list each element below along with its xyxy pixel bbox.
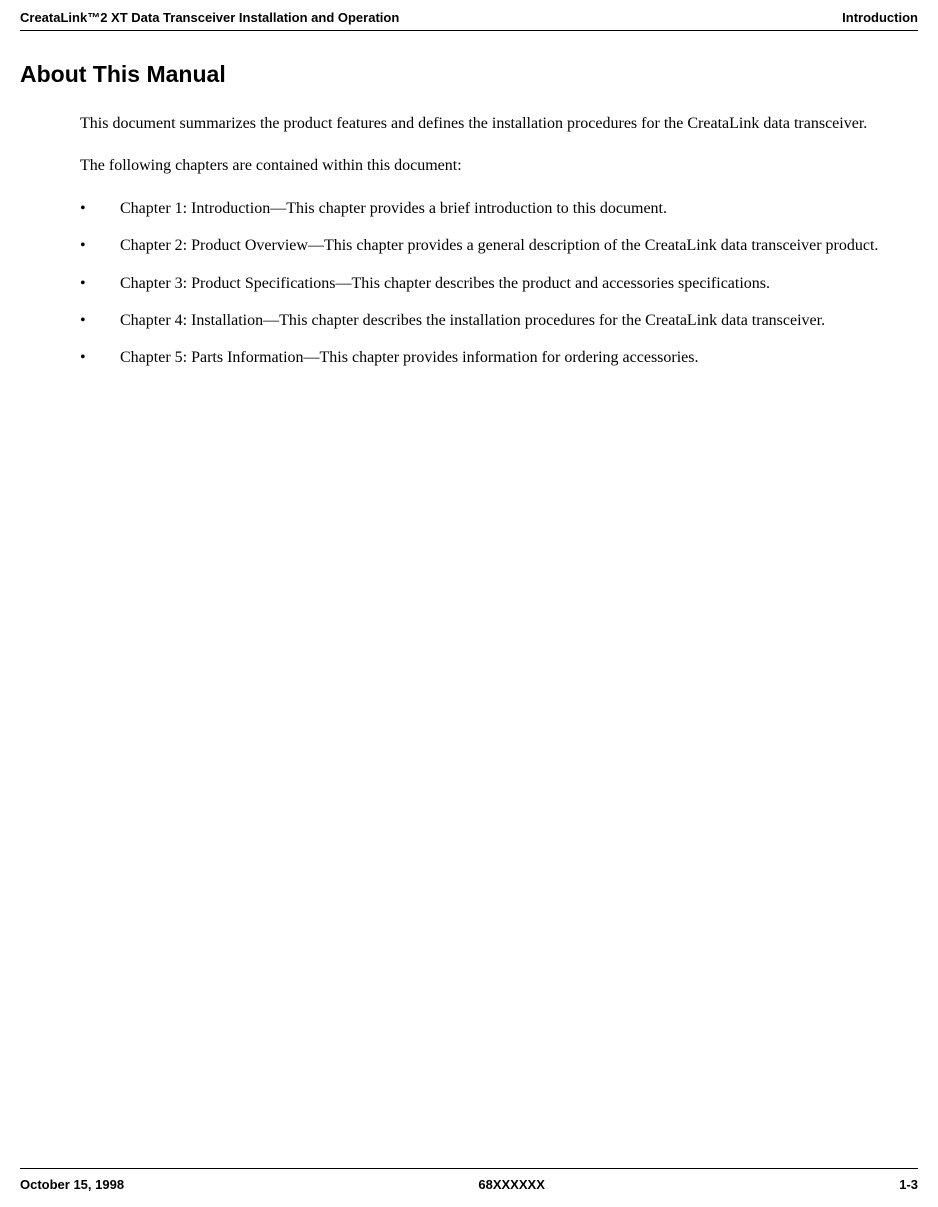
footer-docnum: 68XXXXXX bbox=[478, 1177, 545, 1192]
chapters-intro: The following chapters are contained wit… bbox=[80, 155, 898, 177]
main-heading: About This Manual bbox=[20, 61, 898, 88]
page-content: About This Manual This document summariz… bbox=[0, 31, 938, 370]
list-item: Chapter 2: Product Overview—This chapter… bbox=[80, 235, 898, 257]
list-item: Chapter 3: Product Specifications—This c… bbox=[80, 273, 898, 295]
chapters-list: Chapter 1: Introduction—This chapter pro… bbox=[80, 198, 898, 370]
header-right-text: Introduction bbox=[842, 10, 918, 25]
page-header: CreataLink™2 XT Data Transceiver Install… bbox=[0, 0, 938, 30]
footer-pagenum: 1-3 bbox=[899, 1177, 918, 1192]
footer-divider bbox=[20, 1168, 918, 1169]
header-left-text: CreataLink™2 XT Data Transceiver Install… bbox=[20, 10, 399, 25]
page-footer: October 15, 1998 68XXXXXX 1-3 bbox=[0, 1168, 938, 1192]
footer-date: October 15, 1998 bbox=[20, 1177, 124, 1192]
footer-content: October 15, 1998 68XXXXXX 1-3 bbox=[20, 1177, 918, 1192]
list-item: Chapter 1: Introduction—This chapter pro… bbox=[80, 198, 898, 220]
list-item: Chapter 5: Parts Information—This chapte… bbox=[80, 347, 898, 369]
list-item: Chapter 4: Installation—This chapter des… bbox=[80, 310, 898, 332]
intro-paragraph: This document summarizes the product fea… bbox=[80, 113, 898, 135]
